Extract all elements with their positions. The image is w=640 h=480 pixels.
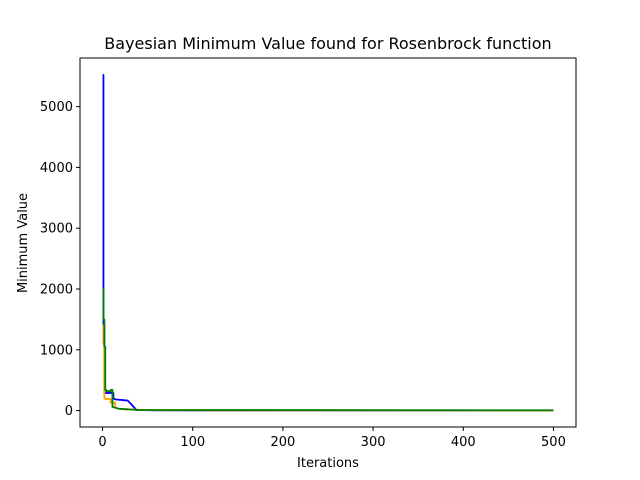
x-tick-label: 100 bbox=[180, 435, 205, 450]
y-tick-label: 1000 bbox=[40, 343, 73, 358]
y-tick-label: 5000 bbox=[40, 100, 73, 115]
x-tick-label: 400 bbox=[451, 435, 476, 450]
y-tick-label: 4000 bbox=[40, 161, 73, 176]
plot-frame bbox=[79, 57, 577, 428]
x-tick-label: 0 bbox=[98, 435, 106, 450]
y-tick-label: 3000 bbox=[40, 222, 73, 237]
x-axis: 0 100 200 300 400 500 bbox=[98, 427, 566, 450]
x-tick-label: 200 bbox=[270, 435, 295, 450]
series-line-3 bbox=[102, 288, 554, 412]
x-axis-label: Iterations bbox=[297, 456, 359, 471]
y-tick-label: 2000 bbox=[40, 283, 73, 298]
chart-title: Bayesian Minimum Value found for Rosenbr… bbox=[104, 34, 551, 53]
y-axis: 0 1000 2000 3000 4000 5000 bbox=[40, 100, 80, 419]
y-axis-label: Minimum Value bbox=[16, 193, 31, 293]
x-tick-label: 300 bbox=[361, 435, 386, 450]
x-tick-label: 500 bbox=[541, 435, 566, 450]
series-layer bbox=[102, 74, 554, 412]
y-tick-label: 0 bbox=[65, 404, 73, 419]
